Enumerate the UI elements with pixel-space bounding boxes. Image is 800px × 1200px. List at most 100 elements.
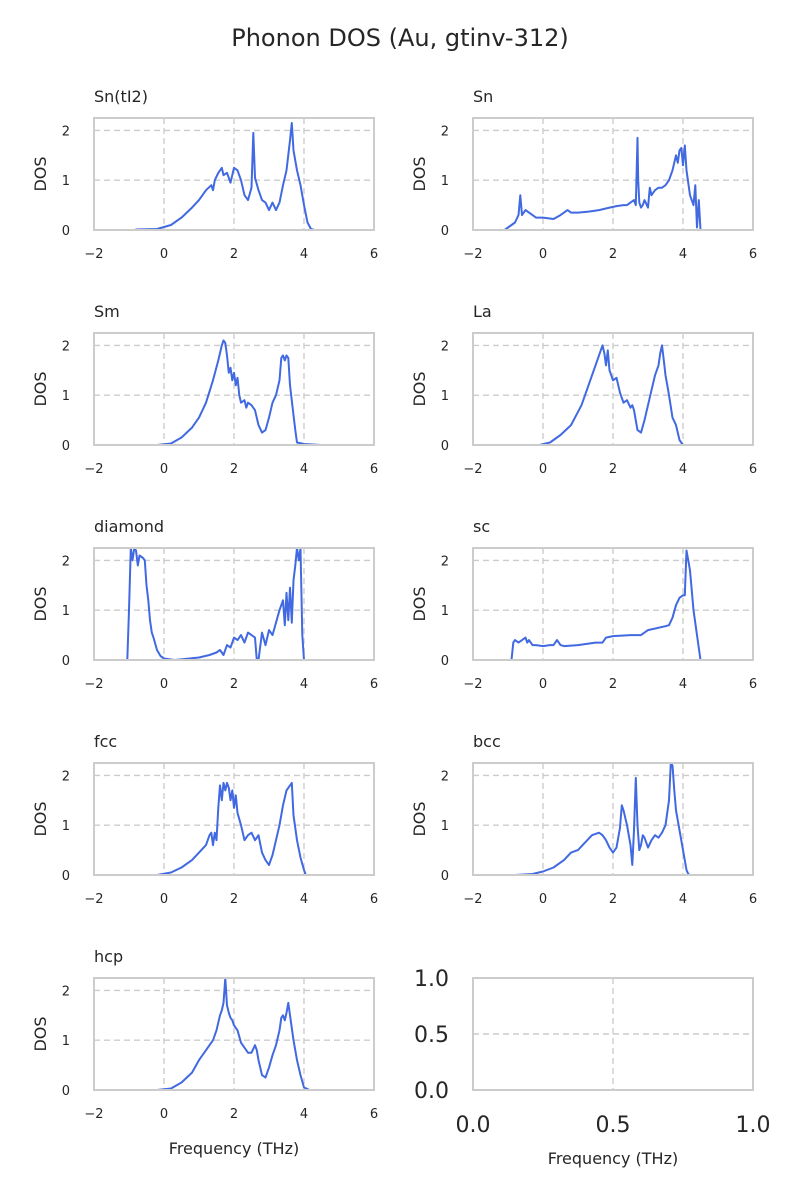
y-tick-label: 0.5: [414, 1023, 449, 1048]
y-axis-label: DOS: [31, 1016, 50, 1051]
y-tick-label: 2: [441, 769, 449, 784]
axes-frame: [93, 117, 375, 231]
y-tick-label: 0: [62, 1084, 70, 1099]
dos-curve: [538, 344, 688, 446]
y-tick-label: 2: [62, 769, 70, 784]
x-tick-label: 6: [370, 1107, 378, 1122]
x-tick-label: −2: [84, 892, 103, 907]
x-tick-label: 4: [679, 247, 687, 262]
x-tick-label: 0: [160, 462, 168, 477]
x-tick-label: 2: [230, 677, 238, 692]
y-tick-label: 2: [441, 554, 449, 569]
subplot-hcp: −2 0 2 4 6 0 1 2 hcp DOS Frequency (THz): [31, 947, 378, 1158]
y-axis-label: DOS: [410, 156, 429, 191]
dos-curve: [489, 549, 718, 661]
axes-frame: [472, 977, 754, 1091]
dos-curve: [156, 977, 323, 1091]
y-tick-label: 1: [441, 604, 449, 619]
x-tick-label: 4: [300, 892, 308, 907]
subplot-sm: −2 0 2 4 6 0 1 2 Sm DOS: [31, 302, 378, 477]
y-tick-label: 2: [441, 124, 449, 139]
x-axis-label: Frequency (THz): [169, 1139, 299, 1158]
figure-title: Phonon DOS (Au, gtinv-312): [231, 24, 569, 52]
y-tick-label: 2: [62, 984, 70, 999]
x-tick-label: 2: [230, 892, 238, 907]
y-axis-label: DOS: [31, 156, 50, 191]
dos-curve: [156, 781, 312, 876]
y-axis-label: DOS: [31, 371, 50, 406]
axes-frame: [93, 547, 375, 661]
y-tick-label: 1: [62, 819, 70, 834]
subplot-title: La: [473, 302, 492, 321]
subplot-diamond: −2 0 2 4 6 0 1 2 diamond DOS: [31, 517, 378, 692]
x-tick-label: 0: [539, 677, 547, 692]
x-tick-label: 4: [300, 247, 308, 262]
axes-frame: [93, 332, 375, 446]
x-tick-label: −2: [84, 677, 103, 692]
x-tick-label: 6: [749, 677, 757, 692]
y-axis-label: DOS: [410, 586, 429, 621]
y-tick-label: 1: [441, 174, 449, 189]
dos-curve: [156, 339, 323, 446]
x-tick-label: 2: [609, 677, 617, 692]
x-tick-label: 6: [749, 247, 757, 262]
subplot-bcc: −2 0 2 4 6 0 1 2 bcc DOS: [410, 732, 757, 907]
subplot-title: hcp: [94, 947, 123, 966]
x-tick-label: 0.5: [596, 1113, 631, 1138]
x-tick-label: 6: [370, 462, 378, 477]
x-tick-label: −2: [84, 462, 103, 477]
x-tick-label: 4: [679, 462, 687, 477]
x-tick-label: 6: [749, 892, 757, 907]
x-tick-label: 6: [370, 247, 378, 262]
subplot-title: Sn(tI2): [94, 87, 148, 106]
x-tick-label: 2: [609, 892, 617, 907]
subplot-sc: −2 0 2 4 6 0 1 2 sc DOS: [410, 517, 757, 692]
axes-frame: [93, 977, 375, 1091]
y-tick-label: 1: [441, 389, 449, 404]
dos-curve: [135, 122, 326, 231]
subplot-title: fcc: [94, 732, 117, 751]
x-tick-label: 6: [749, 462, 757, 477]
y-tick-label: 1: [62, 1034, 70, 1049]
dos-curve: [110, 547, 323, 661]
x-tick-label: −2: [84, 247, 103, 262]
x-tick-label: −2: [84, 1107, 103, 1122]
x-tick-label: 0: [160, 247, 168, 262]
x-tick-label: 0: [539, 892, 547, 907]
y-axis-label: DOS: [410, 371, 429, 406]
x-tick-label: −2: [463, 462, 482, 477]
y-tick-label: 1: [62, 174, 70, 189]
x-tick-label: −2: [463, 247, 482, 262]
y-tick-label: 0: [62, 224, 70, 239]
x-tick-label: 4: [679, 892, 687, 907]
y-tick-label: 2: [62, 339, 70, 354]
axes-frame: [472, 332, 754, 446]
x-tick-label: 2: [230, 1107, 238, 1122]
y-tick-label: 1: [62, 389, 70, 404]
x-axis-label: Frequency (THz): [548, 1149, 678, 1168]
y-tick-label: 0: [441, 439, 449, 454]
axes-frame: [472, 547, 754, 661]
x-tick-label: 4: [679, 677, 687, 692]
subplot-sn-ti2-: −2 0 2 4 6 0 1 2 Sn(tI2) DOS: [31, 87, 378, 262]
subplot-title: diamond: [94, 517, 164, 536]
x-tick-label: 4: [300, 1107, 308, 1122]
y-tick-label: 2: [62, 554, 70, 569]
x-tick-label: 6: [370, 677, 378, 692]
x-tick-label: 0: [160, 1107, 168, 1122]
dos-curve: [482, 136, 723, 231]
y-tick-label: 0: [62, 869, 70, 884]
x-tick-label: 4: [300, 677, 308, 692]
y-tick-label: 2: [62, 124, 70, 139]
x-tick-label: −2: [463, 677, 482, 692]
x-tick-label: 0: [539, 462, 547, 477]
y-tick-label: 2: [441, 339, 449, 354]
x-tick-label: 6: [370, 892, 378, 907]
y-tick-label: 1: [62, 604, 70, 619]
subplot-empty: 0.0 0.5 1.0 0.0 0.5 1.0 Frequency (THz): [414, 967, 771, 1168]
subplot-title: Sn: [473, 87, 493, 106]
y-axis-label: DOS: [410, 801, 429, 836]
x-tick-label: 2: [609, 247, 617, 262]
x-tick-label: 1.0: [736, 1113, 771, 1138]
